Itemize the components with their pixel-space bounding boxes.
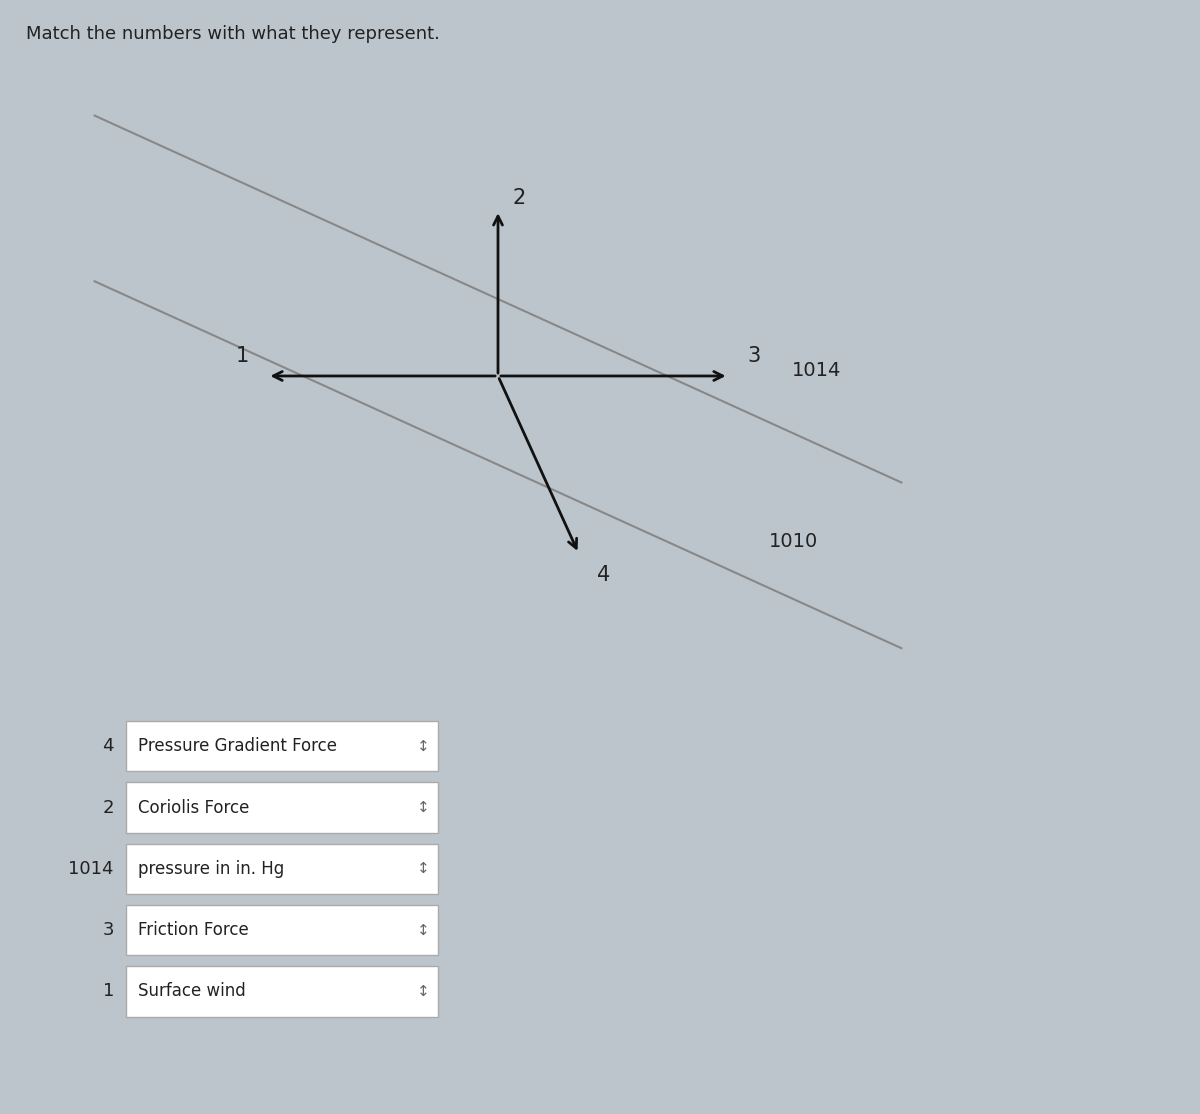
Text: 2: 2: [512, 188, 526, 208]
Text: ↕: ↕: [418, 800, 430, 815]
Text: Match the numbers with what they represent.: Match the numbers with what they represe…: [26, 25, 440, 42]
Text: 1: 1: [235, 345, 248, 365]
Text: 1014: 1014: [792, 361, 841, 380]
FancyBboxPatch shape: [126, 905, 438, 955]
FancyBboxPatch shape: [126, 721, 438, 771]
Text: 1014: 1014: [68, 860, 114, 878]
Text: 1: 1: [103, 983, 114, 1000]
Text: ↕: ↕: [418, 922, 430, 938]
Text: ↕: ↕: [418, 984, 430, 999]
Text: Coriolis Force: Coriolis Force: [138, 799, 250, 817]
Text: 3: 3: [102, 921, 114, 939]
Text: 2: 2: [102, 799, 114, 817]
Text: pressure in in. Hg: pressure in in. Hg: [138, 860, 284, 878]
Text: 4: 4: [598, 565, 611, 585]
Text: 3: 3: [748, 345, 761, 365]
Text: ↕: ↕: [418, 739, 430, 754]
Text: 4: 4: [102, 737, 114, 755]
Text: Surface wind: Surface wind: [138, 983, 246, 1000]
Text: Pressure Gradient Force: Pressure Gradient Force: [138, 737, 337, 755]
Text: 1010: 1010: [769, 532, 818, 551]
FancyBboxPatch shape: [126, 843, 438, 893]
FancyBboxPatch shape: [126, 782, 438, 832]
Text: ↕: ↕: [418, 861, 430, 877]
Text: Friction Force: Friction Force: [138, 921, 248, 939]
FancyBboxPatch shape: [126, 966, 438, 1017]
